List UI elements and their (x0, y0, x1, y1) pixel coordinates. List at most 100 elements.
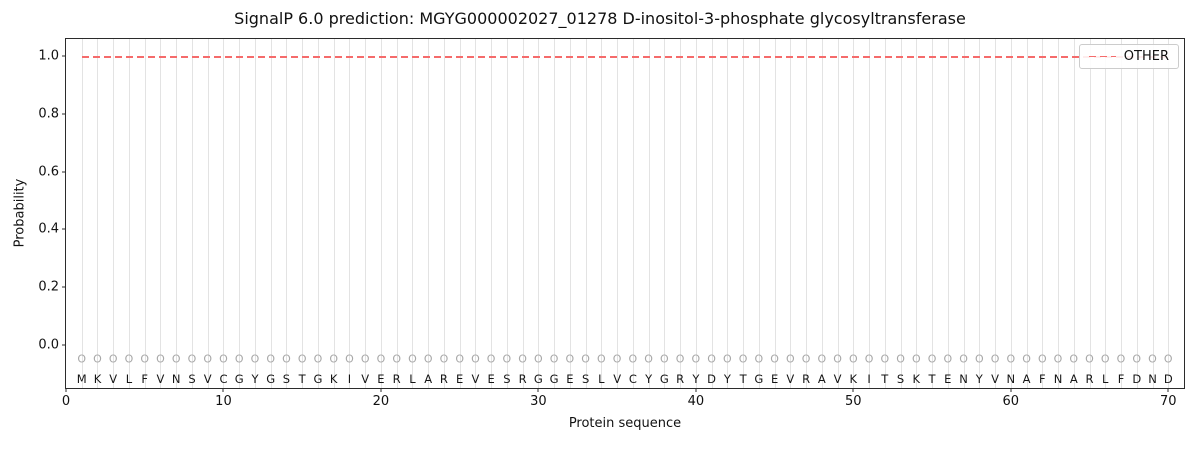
position-label: O (880, 352, 890, 366)
gridline (853, 39, 855, 388)
residue-letter: V (361, 371, 370, 386)
position-label: O (376, 352, 386, 366)
y-tick (62, 55, 66, 57)
x-tick-label: 10 (215, 394, 232, 409)
residue-letter: V (109, 371, 118, 386)
residue-letter: Y (692, 371, 700, 386)
position-label: O (1037, 352, 1047, 366)
gridline (191, 39, 193, 388)
gridline (932, 39, 934, 388)
gridline (837, 39, 839, 388)
x-tick-label: 50 (845, 394, 862, 409)
y-axis-label: Probability (12, 178, 28, 248)
gridline (333, 39, 335, 388)
residue-letter: V (991, 371, 999, 386)
residue-letter: F (141, 371, 149, 386)
gridline (632, 39, 634, 388)
gridline (160, 39, 162, 388)
position-label: O (392, 352, 402, 366)
position-label: O (187, 352, 197, 366)
residue-letter: D (1163, 371, 1173, 386)
position-label: O (565, 352, 575, 366)
gridline (979, 39, 981, 388)
residue-letter: E (377, 371, 385, 386)
residue-letter: N (1006, 371, 1016, 386)
residue-letter: D (707, 371, 717, 386)
position-label: O (518, 352, 527, 366)
y-tick-label: 0.0 (38, 337, 59, 353)
gridline (1073, 39, 1075, 388)
position-label: O (691, 352, 701, 366)
residue-letter: K (329, 371, 338, 386)
residue-letter: E (770, 371, 779, 386)
position-label: O (927, 352, 937, 366)
legend-dashed-line-sample (1088, 55, 1116, 58)
residue-letter: G (266, 371, 276, 386)
position-label: O (1022, 352, 1031, 366)
position-label: O (534, 352, 543, 366)
residue-letter: F (1038, 371, 1046, 386)
gridline (443, 39, 445, 388)
gridline (680, 39, 682, 388)
gridline (365, 39, 367, 388)
residue-letter: G (313, 371, 323, 386)
x-tick-label: 70 (1159, 394, 1177, 409)
y-tick-label: 0.2 (38, 279, 59, 295)
residue-letter: I (347, 371, 352, 386)
gridline (1042, 39, 1044, 388)
residue-letter: S (896, 371, 905, 386)
gridline (207, 39, 209, 388)
position-label: O (360, 352, 370, 366)
gridline (176, 39, 178, 388)
gridline (349, 39, 351, 388)
gridline (743, 39, 745, 388)
x-tick (695, 388, 697, 392)
gridline (317, 39, 319, 388)
gridline (1168, 39, 1170, 388)
residue-letter: E (944, 371, 952, 386)
residue-letter: F (1117, 371, 1125, 386)
position-label: O (943, 352, 953, 366)
position-label: O (329, 352, 339, 366)
position-label: O (581, 352, 590, 366)
residue-letter: E (566, 371, 574, 386)
residue-letter: D (1132, 371, 1142, 386)
position-label: O (282, 352, 291, 366)
residue-letter: T (928, 371, 936, 386)
position-label: O (203, 352, 213, 366)
position-label: O (1006, 352, 1016, 366)
position-label: O (1132, 352, 1142, 366)
gridline (884, 39, 886, 388)
gridline (239, 39, 241, 388)
position-label: O (549, 352, 559, 366)
gridline (506, 39, 508, 388)
gridline (223, 39, 225, 388)
residue-letter: M (76, 371, 87, 386)
position-label: O (345, 352, 354, 366)
residue-letter: R (439, 371, 448, 386)
residue-letter: N (959, 371, 968, 386)
gridline (947, 39, 949, 388)
position-label: O (486, 352, 496, 366)
gridline (585, 39, 587, 388)
residue-letter: A (817, 371, 826, 386)
residue-letter: T (739, 371, 747, 386)
gridline (711, 39, 713, 388)
position-label: O (1069, 352, 1079, 366)
gridline (475, 39, 477, 388)
position-label: O (408, 352, 417, 366)
gridline (81, 39, 83, 388)
gridline (380, 39, 382, 388)
position-label: O (140, 352, 150, 366)
x-tick (65, 388, 67, 392)
position-label: O (723, 352, 732, 366)
residue-letter: L (598, 371, 605, 386)
position-label: O (833, 352, 842, 366)
position-label: O (738, 352, 748, 366)
gridline (1121, 39, 1122, 388)
gridline (664, 39, 666, 388)
x-tick (537, 388, 539, 392)
residue-letter: G (659, 371, 669, 386)
position-label: O (974, 352, 984, 366)
gridline (270, 39, 272, 388)
